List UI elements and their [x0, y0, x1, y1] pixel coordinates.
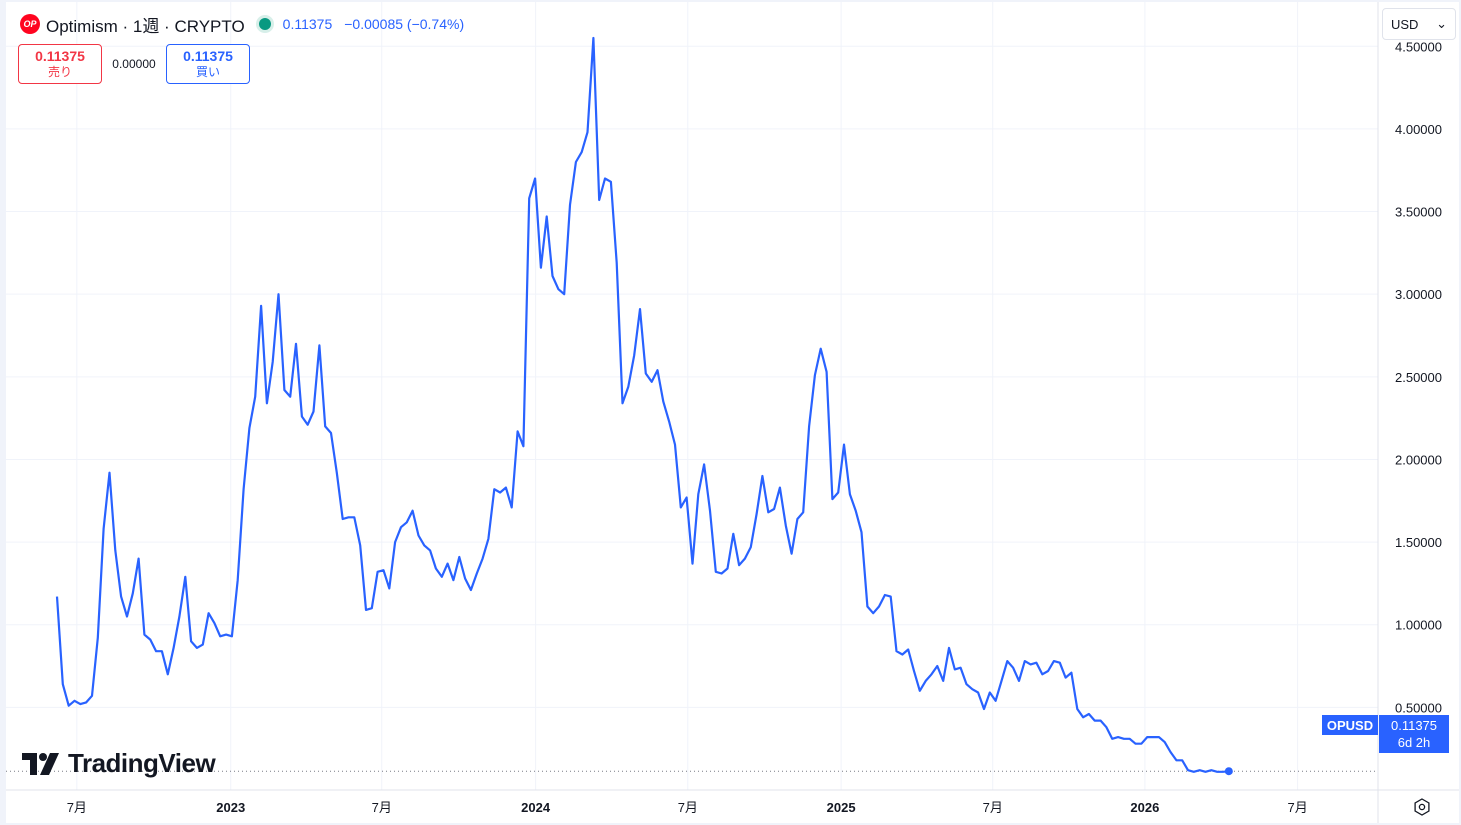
x-tick-label: 7月	[372, 800, 392, 815]
price-line-series	[55, 36, 1229, 773]
x-tick-label: 2024	[521, 800, 551, 815]
symbol-tag: OPUSD	[1322, 715, 1378, 735]
y-tick-label: 2.00000	[1395, 452, 1442, 467]
market-status-icon[interactable]	[258, 18, 271, 30]
symbol-header: OP Optimism · 1週 · CRYPTO 0.11375 −0.000…	[20, 12, 464, 36]
sell-label: 売り	[47, 65, 72, 79]
y-tick-label: 4.50000	[1395, 39, 1442, 54]
y-axis[interactable]: 4.50000 4.00000 3.50000 3.00000 2.50000 2.000…	[1395, 39, 1442, 715]
y-tick-label: 1.50000	[1395, 535, 1442, 550]
tradingview-logo-icon	[22, 752, 59, 775]
currency-value: USD	[1391, 16, 1419, 32]
y-tick-label: 0.50000	[1395, 700, 1442, 715]
trade-panel: 0.11375 売り 0.00000 0.11375 買い	[18, 44, 250, 84]
currency-select[interactable]: USD ⌄	[1382, 8, 1456, 40]
last-price: 0.11375	[282, 16, 333, 32]
tradingview-logo[interactable]: TradingView	[22, 748, 216, 779]
buy-label: 買い	[195, 65, 220, 79]
chevron-down-icon: ⌄	[1436, 16, 1447, 31]
x-tick-label: 2023	[216, 800, 245, 815]
x-tick-label: 2026	[1130, 800, 1159, 815]
buy-button[interactable]: 0.11375 買い	[166, 44, 250, 84]
y-tick-label: 3.00000	[1395, 287, 1442, 302]
price-change: −0.00085 (−0.74%)	[344, 16, 465, 32]
symbol-title[interactable]: Optimism · 1週 · CRYPTO	[46, 16, 245, 36]
y-tick-label: 1.00000	[1395, 618, 1442, 633]
x-tick-label: 7月	[678, 800, 698, 815]
y-tick-label: 3.50000	[1395, 205, 1442, 220]
x-tick-label: 2025	[827, 800, 856, 815]
x-tick-label: 7月	[983, 800, 1003, 815]
y-tick-label: 4.00000	[1395, 122, 1442, 137]
spread-value: 0.00000	[112, 57, 156, 71]
price-tag-value: 0.11375	[1390, 718, 1438, 733]
bar-countdown: 6d 2h	[1397, 735, 1431, 750]
tradingview-wordmark: TradingView	[68, 748, 216, 778]
x-tick-label: 7月	[67, 800, 87, 815]
chart-grid	[6, 0, 1378, 790]
sell-price: 0.11375	[35, 48, 85, 64]
buy-price: 0.11375	[183, 48, 233, 64]
x-tick-label: 7月	[1288, 800, 1308, 815]
price-tag: 0.11375 6d 2h	[1379, 715, 1449, 753]
optimism-logo-icon[interactable]: OP	[20, 14, 40, 34]
sell-button[interactable]: 0.11375 売り	[18, 44, 102, 84]
settings-gear-icon[interactable]	[1408, 794, 1436, 820]
y-tick-label: 2.50000	[1395, 370, 1442, 385]
x-axis[interactable]: 7月 2023 7月 2024 7月 2025 7月 2026 7月	[67, 800, 1308, 815]
last-price-dot	[1224, 767, 1233, 776]
